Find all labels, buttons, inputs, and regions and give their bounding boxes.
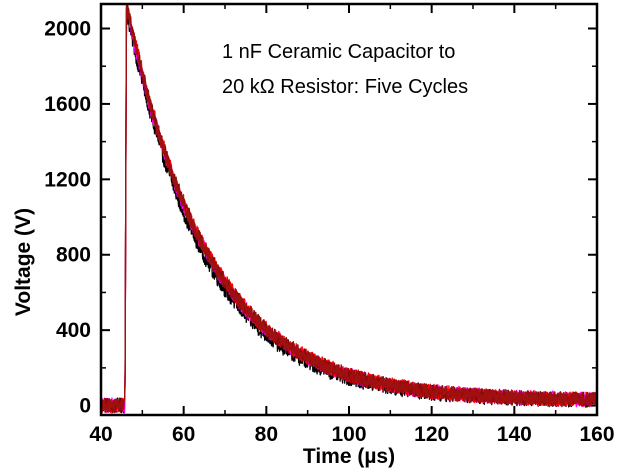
- series-line: [100, 5, 598, 413]
- x-tick-label: 100: [331, 423, 366, 446]
- y-axis-title: Voltage (V): [12, 208, 35, 316]
- y-tick-label: 400: [56, 319, 91, 342]
- x-tick-label: 40: [89, 423, 112, 446]
- x-axis-title: Time (µs): [303, 445, 395, 468]
- x-tick-label: 120: [414, 423, 449, 446]
- x-tick-label: 60: [172, 423, 195, 446]
- y-tick-label: 0: [79, 395, 91, 418]
- series-line: [100, 4, 598, 414]
- series-line: [100, 6, 598, 414]
- y-tick-label: 800: [56, 244, 91, 267]
- y-tick-label: 2000: [44, 18, 91, 41]
- x-tick-label: 140: [497, 423, 532, 446]
- axis-ticks: [100, 4, 598, 415]
- series-group: [100, 4, 598, 414]
- x-tick-label: 80: [255, 423, 278, 446]
- series-line: [100, 4, 598, 414]
- y-tick-label: 1200: [44, 168, 91, 191]
- annotation-line-1: 1 nF Ceramic Capacitor to: [222, 41, 455, 63]
- x-tick-label: 160: [579, 423, 614, 446]
- series-line: [100, 8, 598, 414]
- annotation-line-2: 20 kΩ Resistor: Five Cycles: [222, 76, 468, 98]
- plot-frame: [99, 2, 599, 417]
- y-tick-label: 1600: [44, 93, 91, 116]
